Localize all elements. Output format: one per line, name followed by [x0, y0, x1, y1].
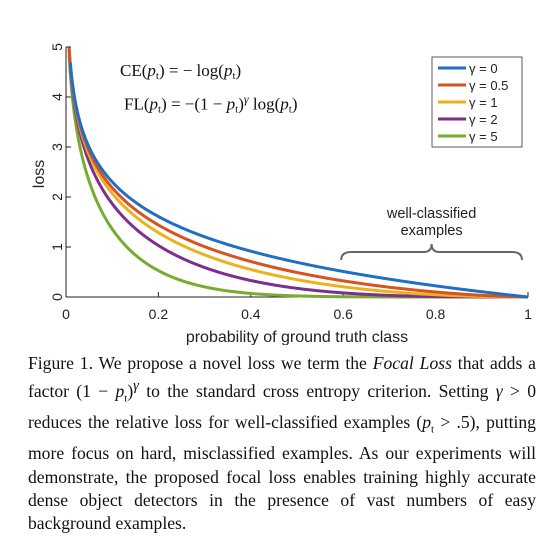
y-tick-label: 4 — [49, 93, 65, 101]
caption-label: Figure 1. — [28, 353, 93, 373]
y-tick-label: 5 — [49, 43, 65, 51]
legend-label-4: γ = 5 — [469, 129, 498, 144]
figure-caption: Figure 1. We propose a novel loss we ter… — [28, 353, 536, 534]
x-tick-label: 0.6 — [333, 306, 353, 322]
fl-equation: FL(pt) = −(1 − pt)γ log(pt) — [124, 92, 298, 116]
x-tick-label: 0 — [62, 306, 70, 322]
ce-equation: CE(pt) = − log(pt) — [120, 61, 242, 82]
x-tick-label: 0.4 — [241, 306, 261, 322]
series-line-gamma-1 — [67, 48, 529, 299]
focal-loss-figure: 0 0.2 0.4 0.6 0.8 1 0 1 2 3 4 5 probability of groun… — [31, 43, 532, 345]
annotation-line-2: examples — [401, 223, 463, 239]
series-line-gamma-0 — [68, 62, 529, 299]
y-tick-label: 2 — [49, 193, 65, 201]
legend-label-3: γ = 2 — [469, 112, 498, 127]
x-axis-label: probability of ground truth class — [186, 329, 408, 345]
y-tick-label: 0 — [49, 293, 65, 301]
y-axis-label: loss — [31, 160, 48, 188]
x-tick-label: 0.8 — [426, 306, 446, 322]
legend-label-1: γ = 0.5 — [469, 78, 508, 93]
plot-area: 0 0.2 0.4 0.6 0.8 1 0 1 2 3 4 5 probability of groun… — [31, 43, 532, 345]
y-tick-label: 1 — [49, 243, 65, 251]
y-tick-label: 3 — [49, 143, 65, 151]
focal-loss-term: Focal Loss — [372, 353, 452, 373]
x-tick-label: 1 — [524, 306, 532, 322]
x-tick-label: 0.2 — [149, 306, 169, 322]
annotation-line-1: well-classified — [386, 206, 476, 222]
legend-label-0: γ = 0 — [469, 61, 498, 76]
series-line-gamma-0.5 — [67, 47, 529, 299]
loss-chart: 0 0.2 0.4 0.6 0.8 1 0 1 2 3 4 5 probability of groun… — [31, 43, 532, 345]
annotation-brace — [340, 243, 523, 261]
legend-label-2: γ = 1 — [469, 95, 498, 110]
